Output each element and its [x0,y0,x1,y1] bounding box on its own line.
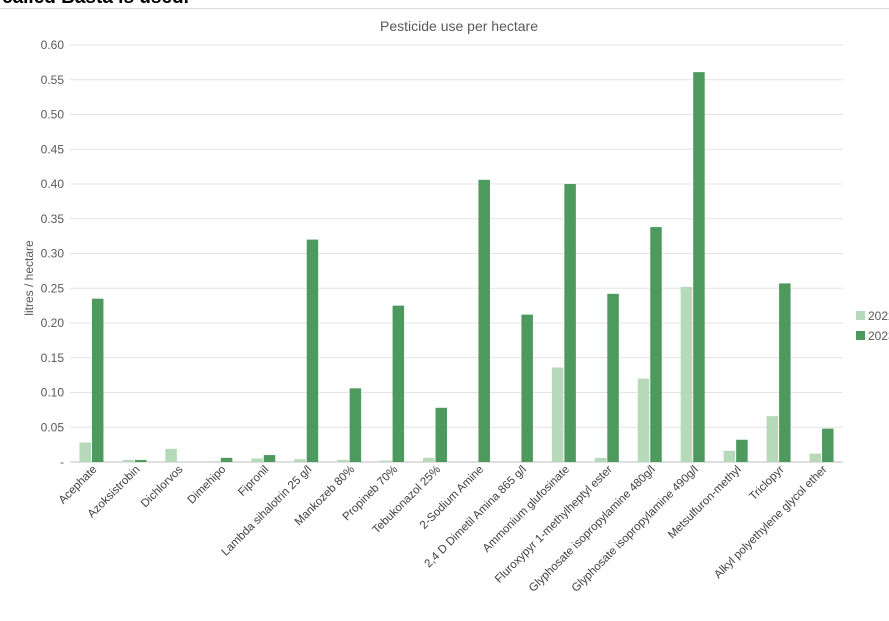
category-label: Dimehipo [186,464,229,507]
bar-2023-15 [736,439,748,462]
y-tick-label: 0.35 [41,212,65,226]
bar-2023-17 [822,428,834,462]
bar-2023-4 [263,455,276,462]
y-tick-label: 0.45 [41,142,65,156]
y-tick-label: 0.40 [41,177,65,191]
category-label: Triclopyr [747,464,786,503]
y-tick-label: 0.30 [41,247,65,261]
bar-2023-7 [392,305,405,462]
bar-2023-11 [564,184,576,462]
bars [79,72,834,462]
y-tick-label: 0.25 [41,281,65,295]
y-tick-label: 0.15 [41,351,65,365]
bar-2022-6 [337,459,349,462]
bar-2022-5 [294,459,306,462]
cut-off-text: called Basta is used. [2,0,189,9]
category-label: Fipronil [236,464,271,499]
y-tick-label: 0.20 [41,316,65,330]
y-tick-label: 0.10 [41,386,65,400]
bar-2022-12 [594,457,607,462]
bar-2023-14 [693,72,705,462]
bar-2022-17 [809,453,822,462]
bar-2022-0 [79,442,91,462]
bar-2022-2 [165,448,177,462]
bar-2022-14 [680,286,693,462]
category-label: Dichlorvos [139,463,186,510]
y-tick-label: 0.60 [41,38,65,52]
bar-2022-13 [637,378,650,462]
bar-2023-8 [435,407,448,462]
bar-2023-10 [521,314,533,462]
bar-2023-9 [478,179,490,462]
chart-title: Pesticide use per hectare [380,18,538,34]
bar-2022-16 [766,416,779,462]
y-tick-label: 0.50 [41,108,65,122]
bar-2022-11 [551,367,564,462]
bar-2023-6 [349,388,362,462]
legend-swatch-2023 [856,331,865,340]
bar-2022-7 [380,460,392,462]
bar-2022-4 [251,458,263,462]
bar-2022-3 [208,461,220,462]
bar-2023-5 [306,239,319,462]
bar-2023-13 [650,227,662,462]
bar-2023-1 [134,459,147,462]
y-tick-label: 0.55 [41,73,65,87]
bar-2023-16 [779,283,791,462]
bar-2023-12 [607,293,619,462]
frame-top-border [0,8,889,9]
legend-label: 2023 [868,329,889,343]
bar-2022-15 [723,450,736,462]
category-label: Acephate [57,464,100,507]
y-axis-label: litres / hectare [22,240,36,316]
y-tick-label: - [60,455,64,469]
gridlines [70,44,843,463]
legend-swatch-2022 [856,311,865,320]
y-tick-label: 0.05 [41,420,65,434]
category-label: Metsulfuron-methyl [666,464,744,542]
bar-2022-1 [122,459,134,462]
bar-2023-3 [220,457,233,462]
bar-2023-0 [91,298,104,462]
category-label: Ammonium glufosinate [481,464,572,555]
bar-2022-8 [423,457,435,462]
y-axis-ticks: - 0.05 0.10 0.15 0.20 0.25 0.30 0.35 0.40 0.45 0.5… [41,38,65,469]
